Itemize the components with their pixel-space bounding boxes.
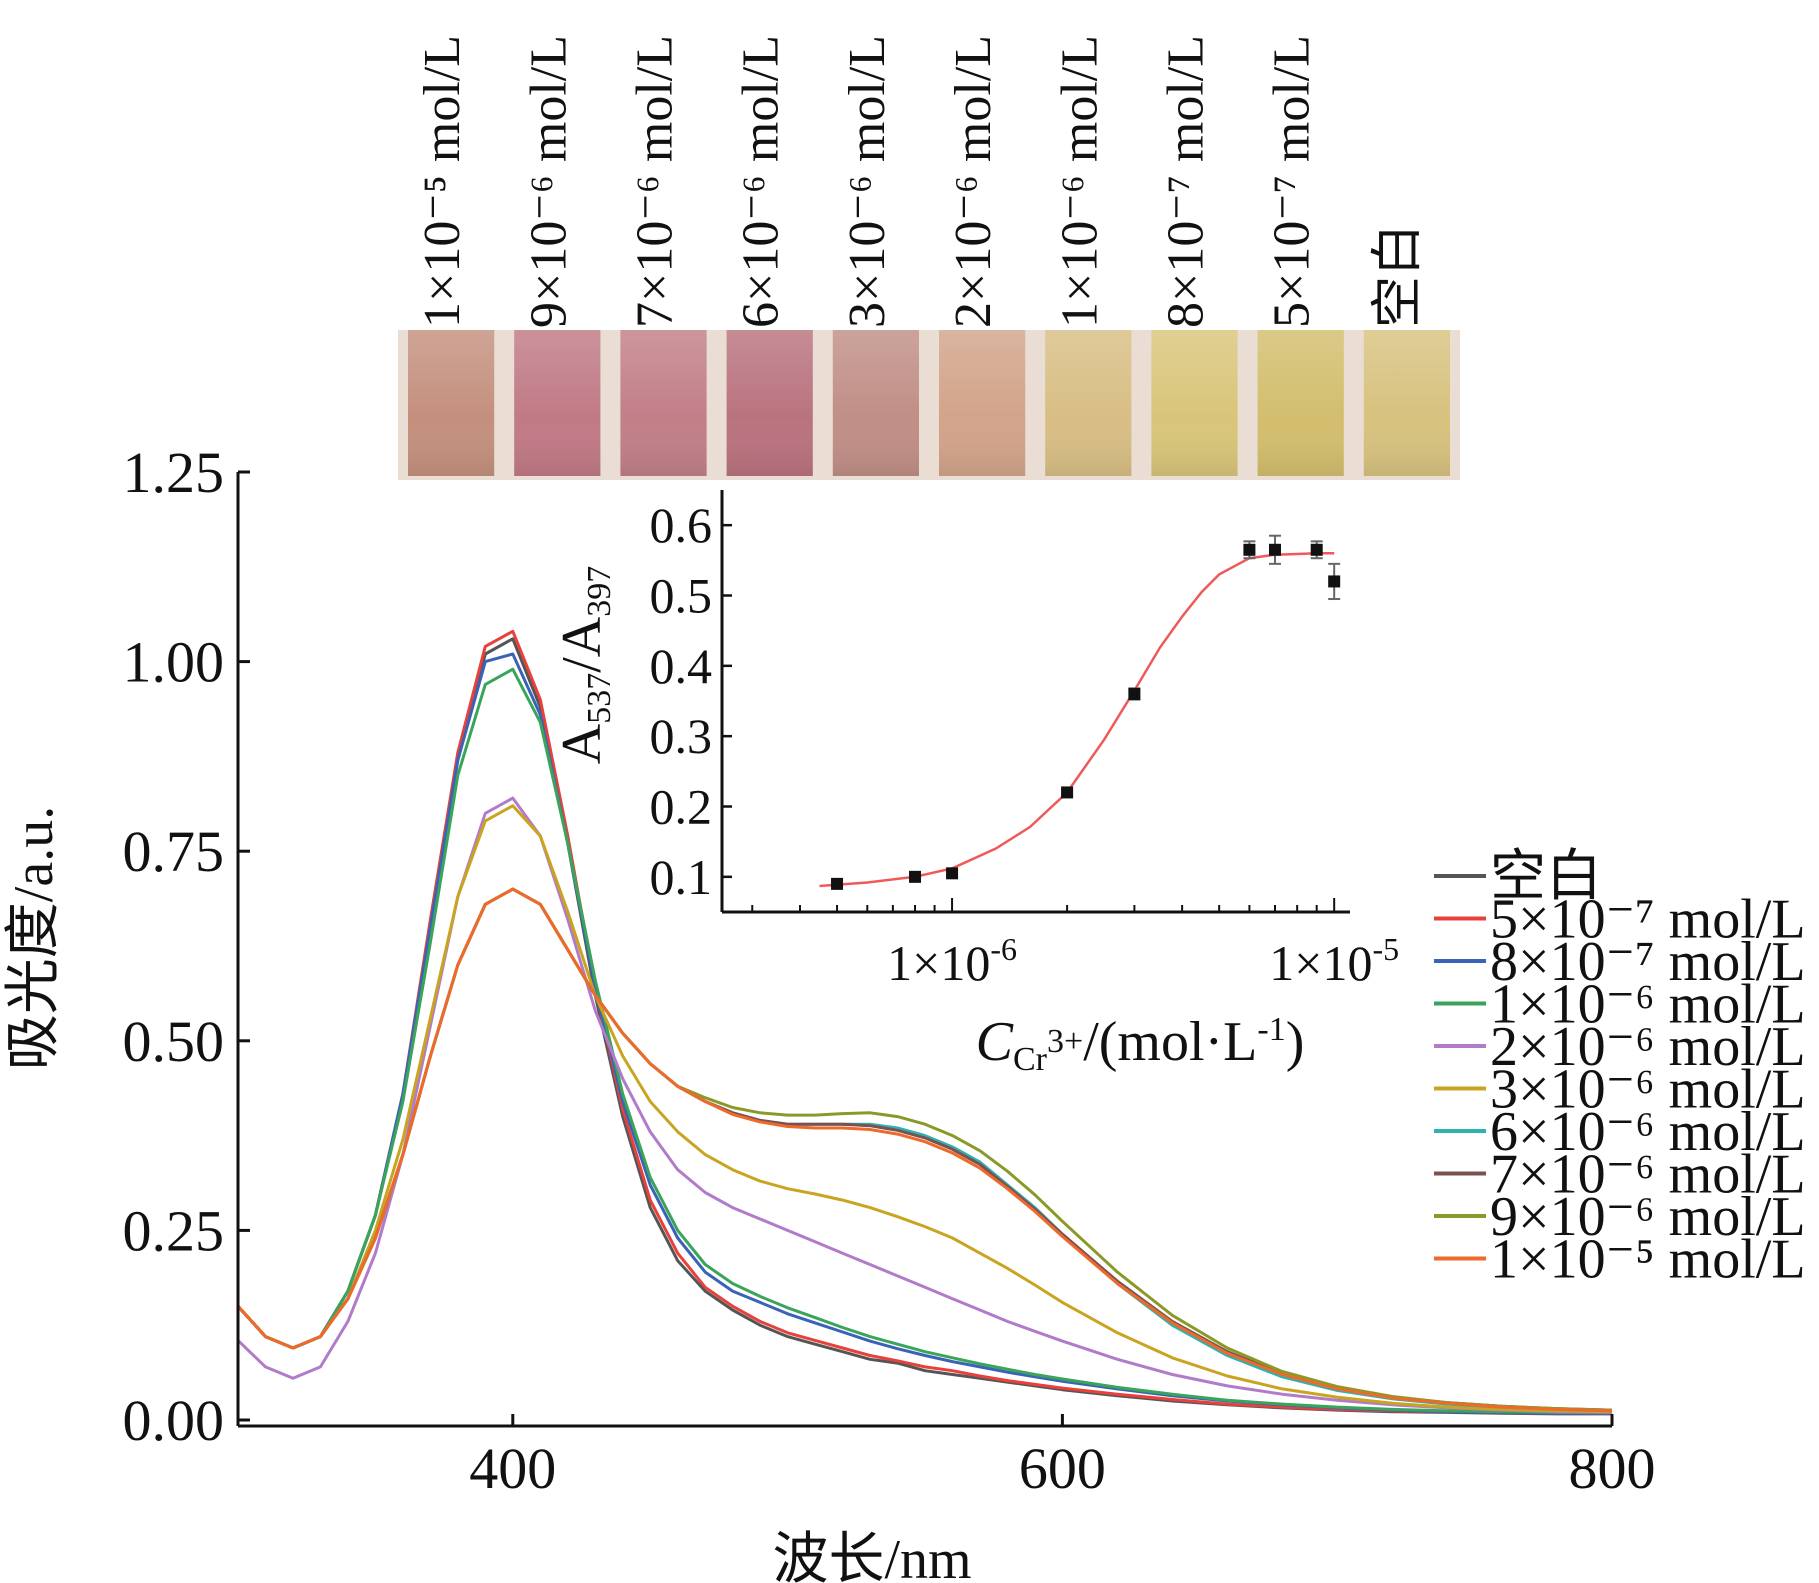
y-tick-label: 1.25 xyxy=(123,440,225,505)
inset-data-point xyxy=(1128,687,1141,700)
inset-y-tick-label: 0.4 xyxy=(650,638,713,694)
y-tick-label: 0.75 xyxy=(123,819,225,884)
vial-label-8: 8×10⁻⁷ mol/L xyxy=(1158,35,1215,328)
inset-fit-curve xyxy=(819,552,1335,888)
inset-y-tick-label: 0.6 xyxy=(650,497,713,553)
legend-label-5: 2×10⁻⁶ mol/L xyxy=(1490,1016,1806,1078)
inset-point-group xyxy=(831,534,1341,890)
y-tick-label: 1.00 xyxy=(123,630,225,695)
spectrum-line-1 xyxy=(236,637,1612,1416)
x-tick-label: 800 xyxy=(1569,1436,1656,1501)
y-axis-title: 吸光度/a.u. xyxy=(3,806,65,1070)
vial-label-9: 5×10⁻⁷ mol/L xyxy=(1264,35,1321,328)
spectrum-line-2 xyxy=(236,629,1612,1415)
vial-label-3: 7×10⁻⁶ mol/L xyxy=(627,35,684,328)
inset-x-tick-group: 1×10-6 1×10-5 xyxy=(751,898,1399,991)
legend: 空白5×10⁻⁷ mol/L8×10⁻⁷ mol/L1×10⁻⁶ mol/L2×… xyxy=(1434,846,1806,1291)
inset-data-point xyxy=(909,870,922,883)
legend-label-7: 6×10⁻⁶ mol/L xyxy=(1490,1101,1806,1163)
inset-ratio-chart: 0.1 0.2 0.3 0.4 0.5 0.6 1×10-6 1×10-5 A537/A39… xyxy=(551,490,1399,1078)
y-tick-group: 0.00 0.25 0.50 0.75 1.00 1.25 xyxy=(123,440,250,1453)
vial-shade-4 xyxy=(726,330,813,476)
spectrum-line-10 xyxy=(236,887,1613,1413)
vial-label-4: 6×10⁻⁶ mol/L xyxy=(733,35,790,328)
vial-shade-7 xyxy=(1045,330,1132,476)
legend-label-2: 5×10⁻⁷ mol/L xyxy=(1490,889,1806,951)
vial-shade-5 xyxy=(832,330,919,476)
spectrum-line-3 xyxy=(236,652,1612,1415)
y-tick-label: 0.25 xyxy=(123,1198,225,1263)
x-tick-label: 600 xyxy=(1019,1436,1106,1501)
spectrum-line-5 xyxy=(236,796,1613,1414)
inset-x-tick-label: 1×10-5 xyxy=(1269,931,1399,991)
inset-data-point xyxy=(1061,786,1074,799)
inset-data-point xyxy=(1328,575,1341,588)
vial-row xyxy=(408,330,1450,476)
legend-label-6: 3×10⁻⁶ mol/L xyxy=(1490,1059,1806,1121)
vial-label-7: 1×10⁻⁶ mol/L xyxy=(1051,35,1108,328)
inset-data-point xyxy=(946,867,959,880)
vial-label-1: 1×10⁻⁵ mol/L xyxy=(414,35,471,328)
inset-y-axis-title: A537/A397 xyxy=(551,566,618,764)
vial-label-6: 2×10⁻⁶ mol/L xyxy=(945,35,1002,328)
vial-shade-2 xyxy=(514,330,601,476)
vial-shade-6 xyxy=(939,330,1026,476)
y-tick-label: 0.00 xyxy=(123,1388,225,1453)
inset-y-tick-label: 0.1 xyxy=(650,849,713,905)
vial-label-row: 1×10⁻⁵ mol/L 9×10⁻⁶ mol/L 7×10⁻⁶ mol/L 6×10… xyxy=(414,35,1427,328)
inset-data-point xyxy=(1243,543,1256,556)
x-axis-title: 波长/nm xyxy=(772,1529,971,1583)
inset-y-tick-label: 0.3 xyxy=(650,708,713,764)
vial-shade-1 xyxy=(408,330,495,476)
vial-shade-10 xyxy=(1363,330,1450,476)
inset-x-axis-title: CCr3+/(mol·L-1) xyxy=(976,1011,1305,1078)
legend-label-3: 8×10⁻⁷ mol/L xyxy=(1490,931,1806,993)
legend-label-8: 7×10⁻⁶ mol/L xyxy=(1490,1144,1806,1206)
vial-shade-3 xyxy=(620,330,707,476)
absorption-spectrum-chart: 0.00 0.25 0.50 0.75 1.00 1.25 400 600 800 波长/nm… xyxy=(3,440,1656,1583)
spectrum-line-4 xyxy=(236,667,1612,1414)
inset-y-tick-group: 0.1 0.2 0.3 0.4 0.5 0.6 xyxy=(650,497,732,905)
spectrum-line-6 xyxy=(236,804,1613,1414)
x-tick-label: 400 xyxy=(469,1436,556,1501)
legend-label-1: 空白 xyxy=(1490,846,1602,908)
inset-data-point xyxy=(1310,543,1323,556)
legend-label-10: 1×10⁻⁵ mol/L xyxy=(1490,1229,1806,1291)
inset-data-point xyxy=(831,877,844,890)
inset-y-tick-label: 0.5 xyxy=(650,568,713,624)
legend-label-9: 9×10⁻⁶ mol/L xyxy=(1490,1186,1806,1248)
inset-y-tick-label: 0.2 xyxy=(650,779,713,835)
vial-shade-9 xyxy=(1257,330,1344,476)
y-tick-label: 0.50 xyxy=(123,1009,225,1074)
vial-photo: 1×10⁻⁵ mol/L 9×10⁻⁶ mol/L 7×10⁻⁶ mol/L 6×10… xyxy=(398,35,1460,480)
x-tick-group: 400 600 800 xyxy=(469,1414,1656,1501)
vial-label-2: 9×10⁻⁶ mol/L xyxy=(520,35,577,328)
inset-x-tick-label: 1×10-6 xyxy=(887,931,1017,991)
spectrum-series-group xyxy=(236,629,1613,1416)
inset-data-point xyxy=(1268,543,1281,556)
vial-label-5: 3×10⁻⁶ mol/L xyxy=(839,35,896,328)
legend-label-4: 1×10⁻⁶ mol/L xyxy=(1490,974,1806,1036)
vial-label-10: 空白 xyxy=(1370,224,1427,328)
vial-shade-8 xyxy=(1151,330,1238,476)
